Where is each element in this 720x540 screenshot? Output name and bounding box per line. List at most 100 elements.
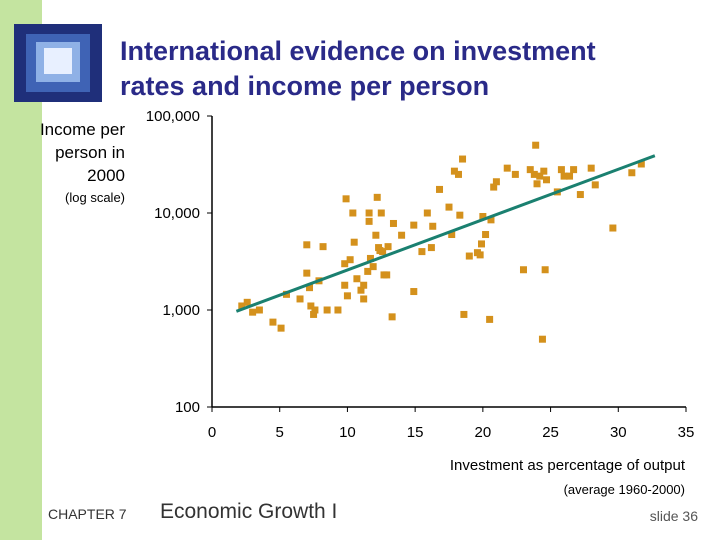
trend-line xyxy=(235,154,656,313)
data-point xyxy=(398,231,406,239)
y-tick-label: 100 xyxy=(175,399,200,416)
chart-axes xyxy=(211,116,686,408)
data-point xyxy=(389,219,397,227)
data-point xyxy=(436,185,444,193)
x-tick-label: 5 xyxy=(276,424,284,441)
data-point xyxy=(492,178,500,186)
data-point xyxy=(388,313,396,321)
data-point xyxy=(365,217,373,225)
data-point xyxy=(460,310,468,318)
slide-number: slide 36 xyxy=(649,508,698,524)
data-point xyxy=(591,181,599,189)
x-tick-label: 15 xyxy=(407,424,424,441)
data-point xyxy=(511,170,519,178)
data-point xyxy=(503,164,511,172)
data-point xyxy=(482,231,490,239)
data-point xyxy=(429,222,437,230)
data-point xyxy=(530,170,538,178)
y-label-line-3: 2000 xyxy=(87,166,125,185)
data-point xyxy=(243,298,251,306)
data-point xyxy=(310,310,318,318)
data-point xyxy=(540,167,548,175)
data-point xyxy=(334,306,342,314)
data-point xyxy=(410,288,418,296)
title-line-1: International evidence on investment xyxy=(120,36,596,66)
data-point xyxy=(373,193,381,201)
data-point xyxy=(319,243,327,251)
footer-title: Economic Growth I xyxy=(160,500,338,523)
data-point xyxy=(541,266,549,274)
data-point xyxy=(341,281,349,289)
data-point xyxy=(490,183,498,191)
x-tick-label: 20 xyxy=(475,424,492,441)
data-point xyxy=(384,243,392,251)
data-point xyxy=(269,318,277,326)
data-point xyxy=(526,166,534,174)
data-point xyxy=(410,221,418,229)
data-point xyxy=(360,281,368,289)
data-point xyxy=(478,240,486,248)
y-label-line-1: Income per xyxy=(39,120,125,139)
x-tick-label: 0 xyxy=(208,424,216,441)
data-point xyxy=(364,267,372,275)
data-point xyxy=(570,166,578,174)
x-tick-label: 35 xyxy=(678,424,695,441)
title-line-2: rates and income per person xyxy=(120,71,490,101)
data-point xyxy=(418,248,426,256)
x-tick-label: 10 xyxy=(339,424,356,441)
data-point xyxy=(365,209,373,217)
data-point xyxy=(479,213,487,221)
data-point xyxy=(459,155,467,163)
data-point xyxy=(476,251,484,259)
data-point xyxy=(576,191,584,199)
y-label-line-2: person in xyxy=(55,143,125,162)
y-axis-label: Income per person in 2000 (log scale) xyxy=(4,118,125,209)
data-point xyxy=(238,302,246,310)
data-point xyxy=(383,271,391,279)
x-axis-label: Investment as percentage of output xyxy=(449,457,685,474)
y-tick-label: 1,000 xyxy=(162,302,200,319)
y-tick-label: 10,000 xyxy=(154,205,200,222)
data-point xyxy=(533,180,541,188)
data-point xyxy=(372,231,380,239)
chart-points xyxy=(238,141,645,343)
data-point xyxy=(342,195,350,203)
data-point xyxy=(249,308,257,316)
data-point xyxy=(377,209,385,217)
y-tick-label: 100,000 xyxy=(146,108,200,125)
data-point xyxy=(303,269,311,277)
x-tick-label: 30 xyxy=(610,424,627,441)
data-point xyxy=(323,306,331,314)
data-point xyxy=(369,263,377,271)
x-tick-label: 25 xyxy=(542,424,559,441)
data-point xyxy=(346,256,354,264)
chart-trend xyxy=(235,154,656,313)
data-point xyxy=(282,290,290,298)
data-point xyxy=(255,306,263,314)
data-point xyxy=(445,203,453,211)
data-point xyxy=(450,167,458,175)
data-point xyxy=(587,164,595,172)
data-point xyxy=(557,166,565,174)
data-point xyxy=(349,209,357,217)
data-point xyxy=(519,266,527,274)
data-point xyxy=(532,141,540,149)
data-point xyxy=(366,254,374,262)
data-point xyxy=(538,335,546,343)
y-label-scale-note: (log scale) xyxy=(65,190,125,205)
data-point xyxy=(465,252,473,260)
data-point xyxy=(357,286,365,294)
data-point xyxy=(350,238,358,246)
data-point xyxy=(311,306,319,314)
slide-title: International evidence on investment rat… xyxy=(120,34,700,104)
data-point xyxy=(487,216,495,224)
data-point xyxy=(353,275,361,283)
data-point xyxy=(456,211,464,219)
x-axis-subtitle: (average 1960-2000) xyxy=(563,482,685,497)
data-point xyxy=(306,284,314,292)
book-cover-logo xyxy=(14,24,102,102)
chapter-label: CHAPTER 7 xyxy=(48,506,127,522)
data-point xyxy=(341,260,349,268)
data-point xyxy=(343,292,351,300)
